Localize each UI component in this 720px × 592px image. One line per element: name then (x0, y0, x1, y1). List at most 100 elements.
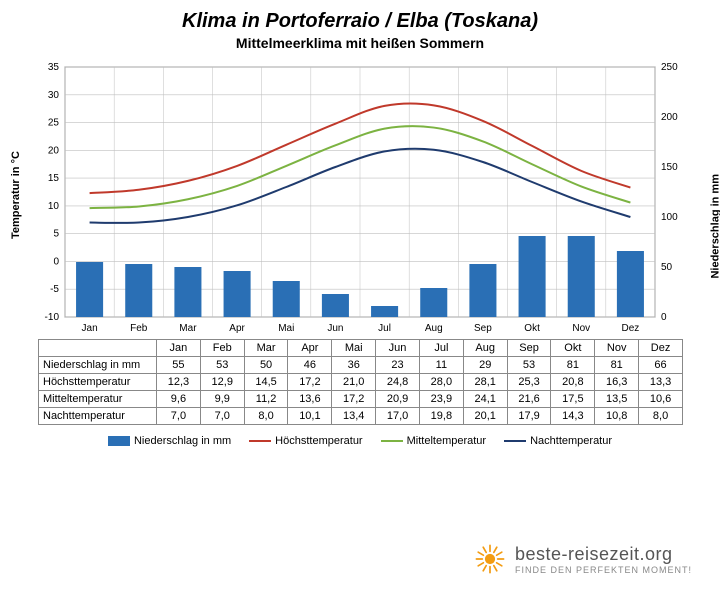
bar (125, 264, 152, 317)
svg-text:Jan: Jan (82, 323, 98, 334)
table-row-label: Höchsttemperatur (39, 374, 157, 391)
svg-text:15: 15 (48, 173, 60, 184)
svg-text:-10: -10 (45, 312, 60, 323)
table-cell: 8,0 (244, 408, 288, 425)
svg-text:100: 100 (661, 212, 678, 223)
table-cell: 17,2 (332, 391, 376, 408)
table-cell: 23,9 (419, 391, 463, 408)
bar (273, 281, 300, 317)
table-cell: 55 (157, 357, 201, 374)
data-table: JanFebMarAprMaiJunJulAugSepOktNovDezNied… (38, 339, 683, 425)
table-header: Nov (595, 340, 639, 357)
table-cell: 23 (376, 357, 420, 374)
chart-subtitle: Mittelmeerklima mit heißen Sommern (0, 33, 720, 51)
table-cell: 11,2 (244, 391, 288, 408)
svg-text:200: 200 (661, 112, 678, 123)
svg-text:35: 35 (48, 62, 60, 73)
bar (371, 306, 398, 317)
table-cell: 13,4 (332, 408, 376, 425)
footer-brand: beste-reisezeit.org (515, 544, 692, 565)
table-cell: 17,2 (288, 374, 332, 391)
bar (519, 236, 546, 317)
table-cell: 50 (244, 357, 288, 374)
table-header: Aug (463, 340, 507, 357)
table-cell: 28,1 (463, 374, 507, 391)
table-header: Dez (639, 340, 683, 357)
svg-text:150: 150 (661, 162, 678, 173)
table-cell: 12,3 (157, 374, 201, 391)
legend-label: Niederschlag in mm (134, 435, 231, 447)
svg-text:250: 250 (661, 62, 678, 73)
svg-text:0: 0 (661, 312, 667, 323)
chart-title: Klima in Portoferraio / Elba (Toskana) (0, 0, 720, 33)
table-cell: 8,0 (639, 408, 683, 425)
svg-text:Dez: Dez (622, 323, 640, 334)
table-header: Jun (376, 340, 420, 357)
y-axis-right-label: Niederschlag in mm (710, 174, 720, 279)
table-cell: 29 (463, 357, 507, 374)
table-row-label: Niederschlag in mm (39, 357, 157, 374)
table-cell: 28,0 (419, 374, 463, 391)
svg-text:Jun: Jun (327, 323, 343, 334)
legend-swatch (249, 440, 271, 442)
legend: Niederschlag in mm Höchsttemperatur Mittel… (0, 435, 720, 447)
sun-icon (473, 542, 507, 576)
svg-text:Okt: Okt (524, 323, 540, 334)
table-cell: 13,6 (288, 391, 332, 408)
legend-label: Nachttemperatur (530, 435, 612, 447)
bar (420, 288, 447, 317)
svg-text:Nov: Nov (572, 323, 590, 334)
table-cell: 14,3 (551, 408, 595, 425)
table-cell: 10,6 (639, 391, 683, 408)
legend-item: Mitteltemperatur (381, 435, 486, 447)
table-cell: 17,0 (376, 408, 420, 425)
table-cell: 9,9 (200, 391, 244, 408)
svg-text:20: 20 (48, 145, 60, 156)
table-cell: 12,9 (200, 374, 244, 391)
svg-text:-5: -5 (50, 284, 59, 295)
table-header: Jul (419, 340, 463, 357)
table-cell: 19,8 (419, 408, 463, 425)
legend-swatch (381, 440, 403, 442)
climate-chart: -10-505101520253035050100150200250JanFeb… (20, 59, 700, 339)
svg-text:Mai: Mai (278, 323, 294, 334)
svg-text:Feb: Feb (130, 323, 148, 334)
legend-swatch (108, 436, 130, 446)
legend-swatch (504, 440, 526, 442)
table-cell: 20,1 (463, 408, 507, 425)
table-header: Apr (288, 340, 332, 357)
table-cell: 53 (507, 357, 551, 374)
svg-text:50: 50 (661, 262, 673, 273)
table-cell: 81 (595, 357, 639, 374)
table-cell: 13,3 (639, 374, 683, 391)
bar (224, 271, 251, 317)
table-cell: 21,6 (507, 391, 551, 408)
table-cell: 17,9 (507, 408, 551, 425)
table-cell: 9,6 (157, 391, 201, 408)
bar (174, 267, 201, 317)
table-cell: 16,3 (595, 374, 639, 391)
footer: beste-reisezeit.org FINDE DEN PERFEKTEN … (473, 542, 692, 576)
table-row-label: Mitteltemperatur (39, 391, 157, 408)
svg-text:Apr: Apr (229, 323, 245, 334)
table-cell: 11 (419, 357, 463, 374)
svg-text:10: 10 (48, 201, 60, 212)
svg-text:0: 0 (53, 256, 59, 267)
table-cell: 14,5 (244, 374, 288, 391)
table-header: Jan (157, 340, 201, 357)
chart-area: Temperatur in °C Niederschlag in mm -10-… (20, 59, 700, 339)
legend-label: Höchsttemperatur (275, 435, 362, 447)
table-header: Okt (551, 340, 595, 357)
table-cell: 13,5 (595, 391, 639, 408)
table-cell: 20,9 (376, 391, 420, 408)
table-header: Mai (332, 340, 376, 357)
table-cell: 21,0 (332, 374, 376, 391)
table-cell: 7,0 (200, 408, 244, 425)
legend-item: Niederschlag in mm (108, 435, 231, 447)
bar (469, 264, 496, 317)
table-header: Sep (507, 340, 551, 357)
table-cell: 53 (200, 357, 244, 374)
table-cell: 25,3 (507, 374, 551, 391)
table-cell: 66 (639, 357, 683, 374)
table-cell: 10,8 (595, 408, 639, 425)
